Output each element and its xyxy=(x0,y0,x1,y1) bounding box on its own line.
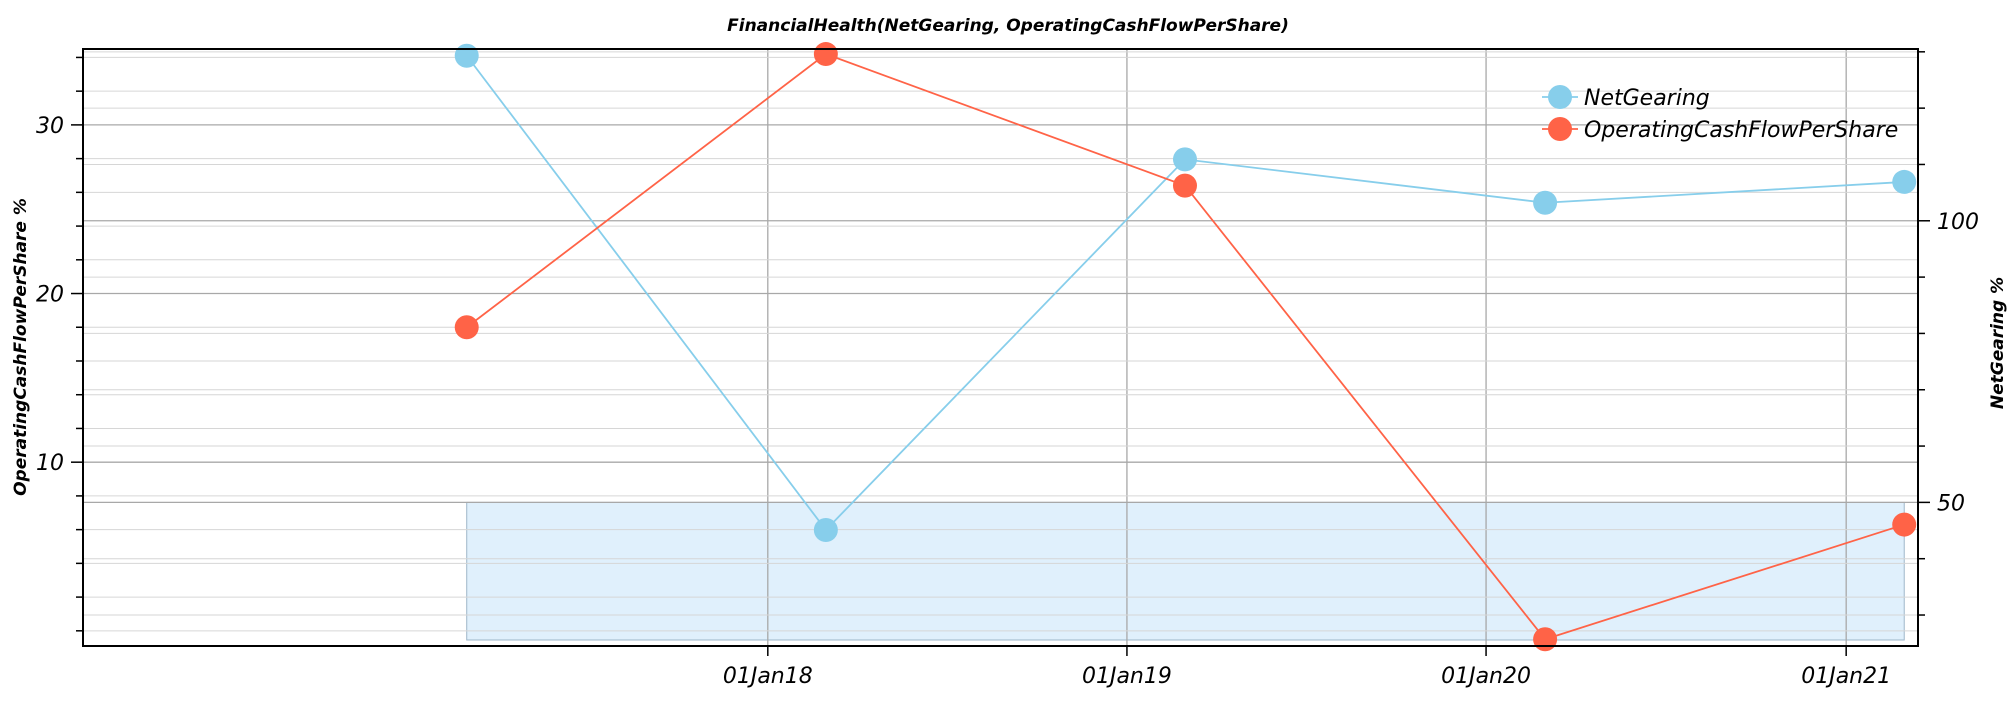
data-point-operating-cash-flow-per-share xyxy=(1173,174,1197,198)
data-point-net-gearing xyxy=(814,518,838,542)
data-point-operating-cash-flow-per-share xyxy=(455,315,479,339)
legend-marker-net-gearing xyxy=(1548,85,1572,109)
x-tick-label: 01Jan20 xyxy=(1441,664,1531,689)
data-point-net-gearing xyxy=(1173,147,1197,171)
shaded-band xyxy=(467,502,1904,640)
data-point-net-gearing xyxy=(1892,170,1916,194)
left-tick-label: 10 xyxy=(36,451,64,476)
right-axis-label: NetGearing % xyxy=(1988,277,2008,409)
right-tick-label: 100 xyxy=(1937,210,1979,235)
right-tick-label: 50 xyxy=(1937,491,1965,516)
legend-label-operating-cash-flow-per-share: OperatingCashFlowPerShare xyxy=(1584,118,1898,143)
data-point-net-gearing xyxy=(455,44,479,68)
left-tick-label: 20 xyxy=(36,283,64,308)
legend: NetGearing OperatingCashFlowPerShare xyxy=(1542,85,1898,143)
left-tick-label: 30 xyxy=(36,114,64,139)
x-tick-label: 01Jan19 xyxy=(1082,664,1172,689)
x-tick-label: 01Jan21 xyxy=(1801,664,1891,689)
data-point-net-gearing xyxy=(1533,191,1557,215)
data-point-operating-cash-flow-per-share xyxy=(1892,513,1916,537)
legend-marker-operating-cash-flow-per-share xyxy=(1548,117,1572,141)
x-tick-label: 01Jan18 xyxy=(723,664,813,689)
shaded-band-layer xyxy=(467,502,1904,640)
data-point-operating-cash-flow-per-share xyxy=(814,42,838,66)
legend-label-net-gearing: NetGearing xyxy=(1584,86,1710,111)
chart-title: FinancialHealth(NetGearing, OperatingCas… xyxy=(727,16,1289,36)
data-point-operating-cash-flow-per-share xyxy=(1533,627,1557,651)
left-axis-label: OperatingCashFlowPerShare % xyxy=(11,198,31,496)
